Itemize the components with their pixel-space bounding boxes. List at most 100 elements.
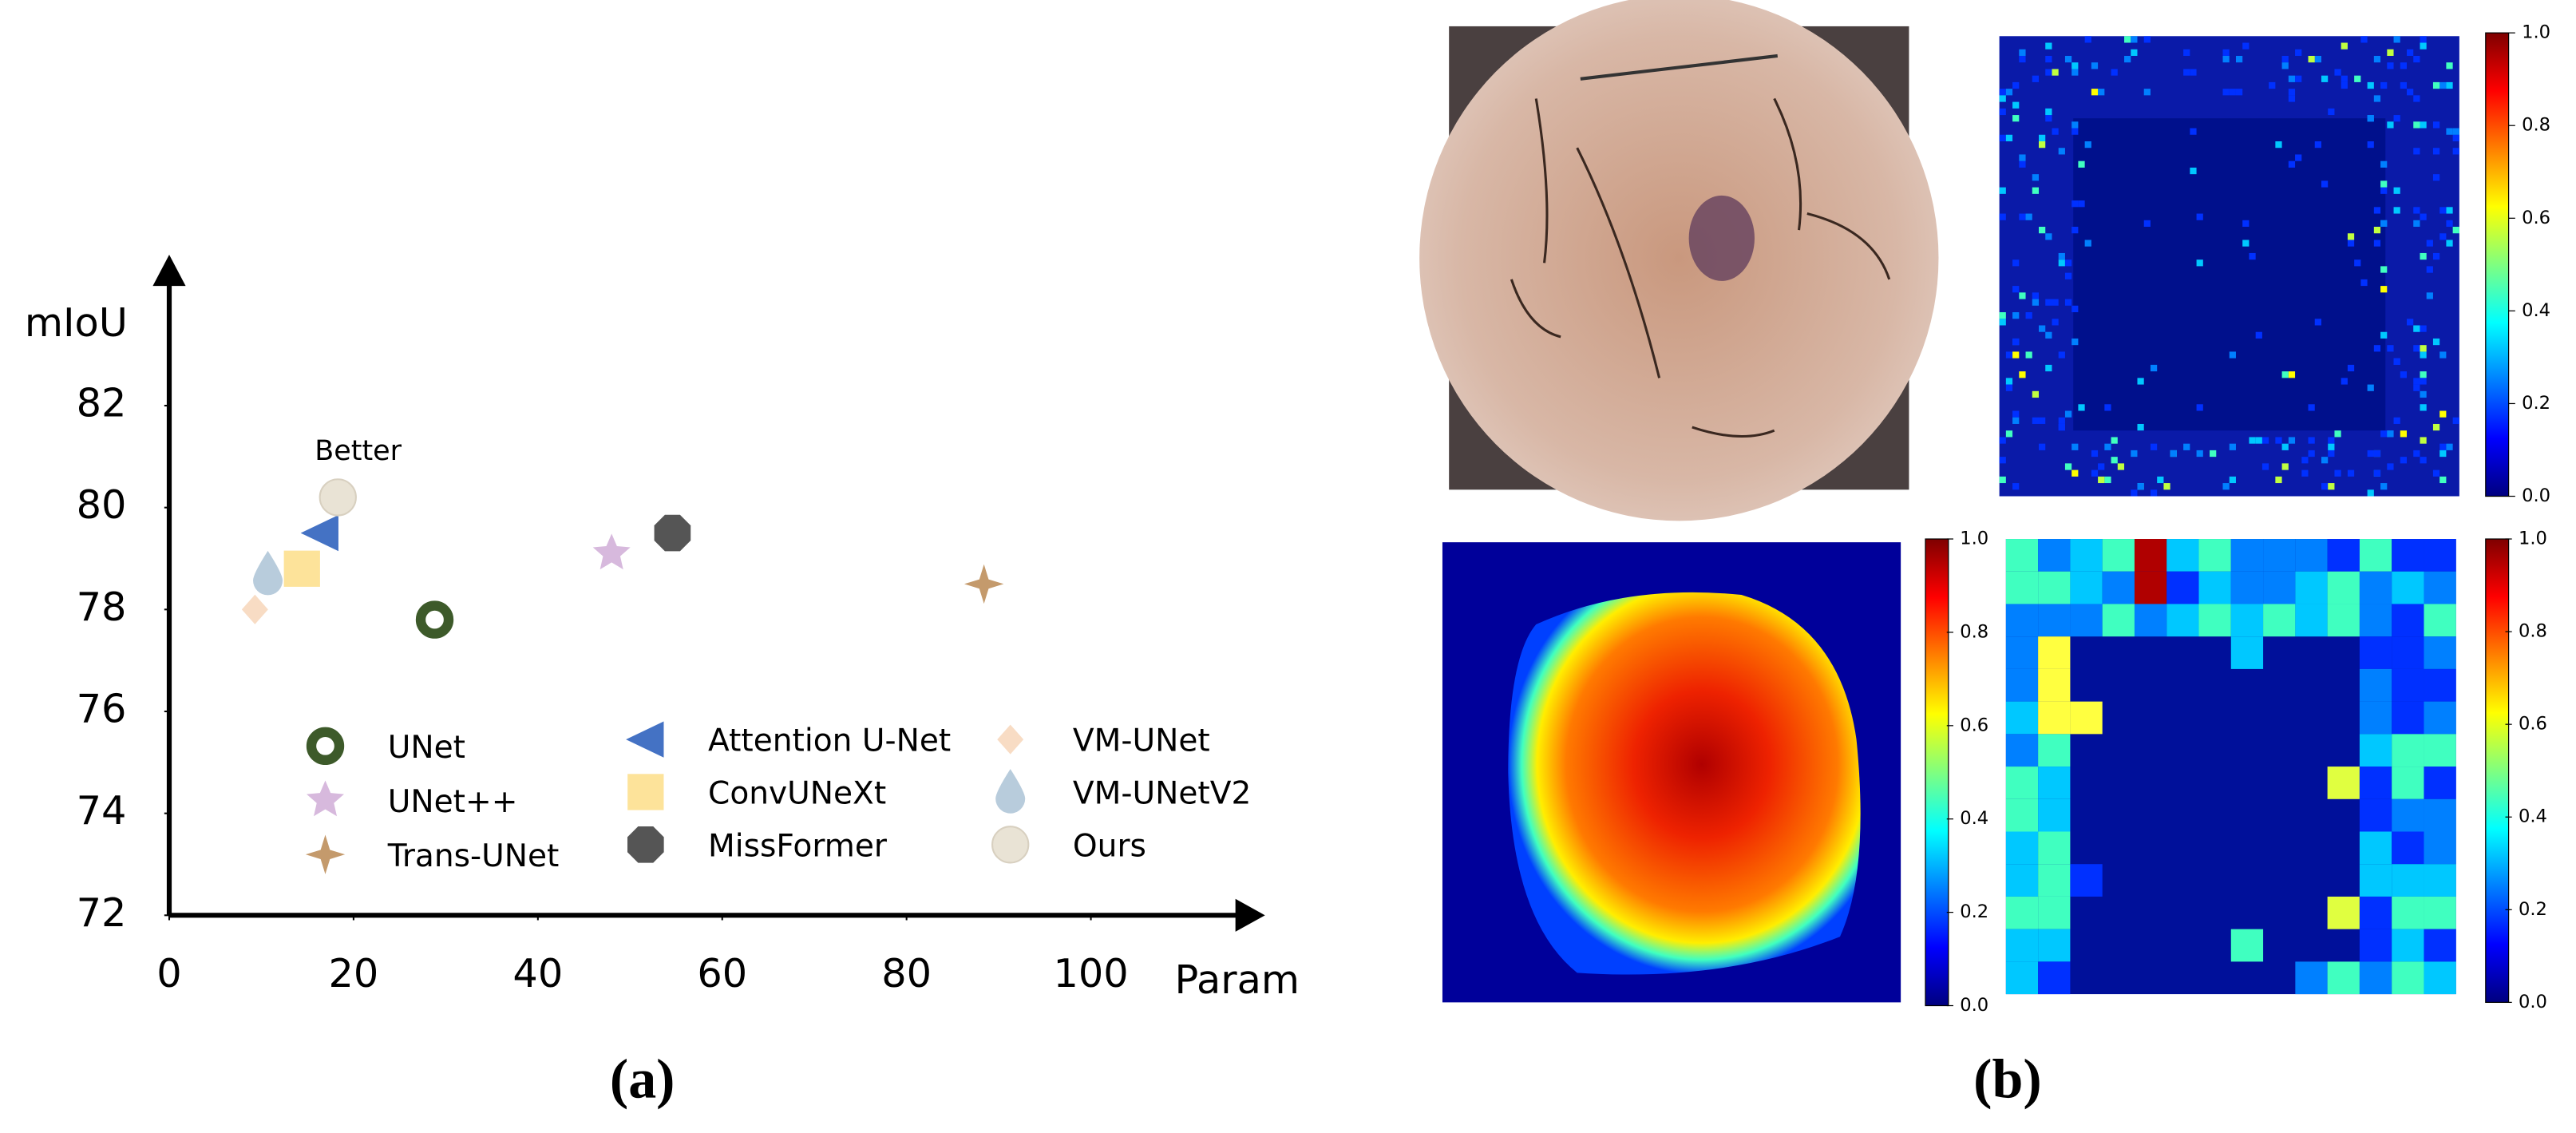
heat-cell xyxy=(2210,450,2217,458)
data-point xyxy=(319,478,357,517)
heat-cell xyxy=(2400,62,2408,69)
heat-cell xyxy=(2373,207,2381,214)
heat-cell xyxy=(2327,539,2360,572)
heat-cell xyxy=(2005,734,2039,767)
heat-cell xyxy=(2038,734,2071,767)
heat-cell xyxy=(2359,539,2392,572)
heatmap-grid xyxy=(2005,539,2456,995)
caption: (b) xyxy=(1973,1048,2042,1110)
heat-cell xyxy=(2222,483,2230,490)
heat-cell xyxy=(2393,207,2400,214)
heat-cell xyxy=(2420,213,2427,220)
heat-cell xyxy=(2380,430,2388,438)
heat-cell xyxy=(2242,240,2250,247)
heat-cell xyxy=(2359,798,2392,832)
heat-cell xyxy=(2393,36,2400,43)
heat-cell xyxy=(2328,483,2335,490)
heat-cell xyxy=(2196,213,2203,220)
heat-cell xyxy=(2005,636,2039,669)
heat-cell xyxy=(2019,55,2026,63)
heat-cell xyxy=(2071,227,2079,234)
heat-cell xyxy=(2071,200,2079,208)
heat-cell xyxy=(2064,463,2072,470)
heat-cell xyxy=(2230,636,2264,669)
colorbar-tick-label: 0.8 xyxy=(1960,621,1988,642)
heat-cell xyxy=(2424,896,2456,929)
heat-cell xyxy=(2420,36,2427,43)
x-axis-arrow xyxy=(1235,898,1265,932)
legend-marker xyxy=(997,724,1024,755)
heat-cell xyxy=(2446,240,2453,247)
heat-cell xyxy=(2222,55,2230,63)
heat-cell xyxy=(2183,69,2190,76)
heat-cell xyxy=(2341,75,2348,82)
heat-cell xyxy=(2150,364,2158,372)
heat-cell xyxy=(2131,36,2138,43)
heat-cell xyxy=(2314,319,2321,326)
heat-cell xyxy=(2249,252,2256,260)
heat-cell xyxy=(2327,767,2360,799)
heat-cell xyxy=(2392,864,2424,897)
heat-cell xyxy=(2196,450,2203,458)
heat-cell xyxy=(2380,180,2388,188)
heat-cell xyxy=(2071,62,2079,69)
heat-cell xyxy=(2367,115,2374,122)
heat-cell xyxy=(2117,463,2125,470)
heat-cell xyxy=(2038,831,2071,865)
data-point xyxy=(253,550,283,596)
heat-cell xyxy=(2012,483,2020,490)
heat-cell xyxy=(2235,55,2243,63)
heat-cell xyxy=(2432,469,2440,477)
heat-cell xyxy=(2098,476,2105,484)
heat-cell xyxy=(2359,636,2392,669)
heat-cell xyxy=(2327,896,2360,929)
heat-cell xyxy=(2163,483,2170,490)
heat-cell xyxy=(2424,798,2456,832)
heat-cell xyxy=(2373,95,2381,102)
heat-cell xyxy=(2070,604,2103,637)
heat-cell xyxy=(2446,128,2453,135)
heat-cell xyxy=(2012,410,2020,418)
heat-cell xyxy=(2413,148,2420,155)
heat-cell xyxy=(2288,160,2296,168)
heat-cell xyxy=(2038,929,2071,962)
heat-cell xyxy=(2038,668,2071,702)
heat-cell xyxy=(2229,476,2236,484)
heat-cell xyxy=(2039,227,2046,234)
colorbar xyxy=(2485,32,2510,497)
annotation: Better xyxy=(315,435,402,467)
heat-cell xyxy=(2255,331,2262,339)
heat-cell xyxy=(2166,539,2199,572)
heat-cell xyxy=(2038,767,2071,799)
heat-cell xyxy=(2392,929,2424,962)
heat-cell xyxy=(2426,266,2433,273)
heat-cell xyxy=(2373,450,2381,458)
heat-cell xyxy=(2019,49,2026,56)
heat-cell xyxy=(2196,259,2203,267)
heat-cell xyxy=(2380,160,2388,168)
heat-cell xyxy=(2426,240,2433,247)
heat-cell xyxy=(2308,55,2315,63)
heat-cell xyxy=(2038,636,2071,669)
heat-cell xyxy=(2012,312,2020,319)
heat-cell xyxy=(2032,174,2040,181)
heat-cell xyxy=(2131,450,2138,458)
heat-cell xyxy=(2170,450,2177,458)
heat-cell xyxy=(2229,351,2236,359)
heat-cell xyxy=(2281,55,2289,63)
legend-label: UNet xyxy=(388,730,465,766)
heat-cell xyxy=(2347,364,2355,372)
heat-cell xyxy=(2347,469,2355,477)
legend-marker xyxy=(307,780,344,817)
heat-cell xyxy=(2367,81,2374,89)
heat-cell xyxy=(2249,437,2256,444)
heat-cell xyxy=(2373,227,2381,234)
dermoscopy-image xyxy=(1419,0,1939,521)
heat-cell xyxy=(2058,423,2065,431)
heat-cell xyxy=(2064,55,2072,63)
heat-cell xyxy=(2393,115,2400,122)
heat-cell xyxy=(2392,896,2424,929)
data-point xyxy=(592,533,631,570)
heat-cell xyxy=(2198,604,2231,637)
heat-cell xyxy=(2058,148,2065,155)
